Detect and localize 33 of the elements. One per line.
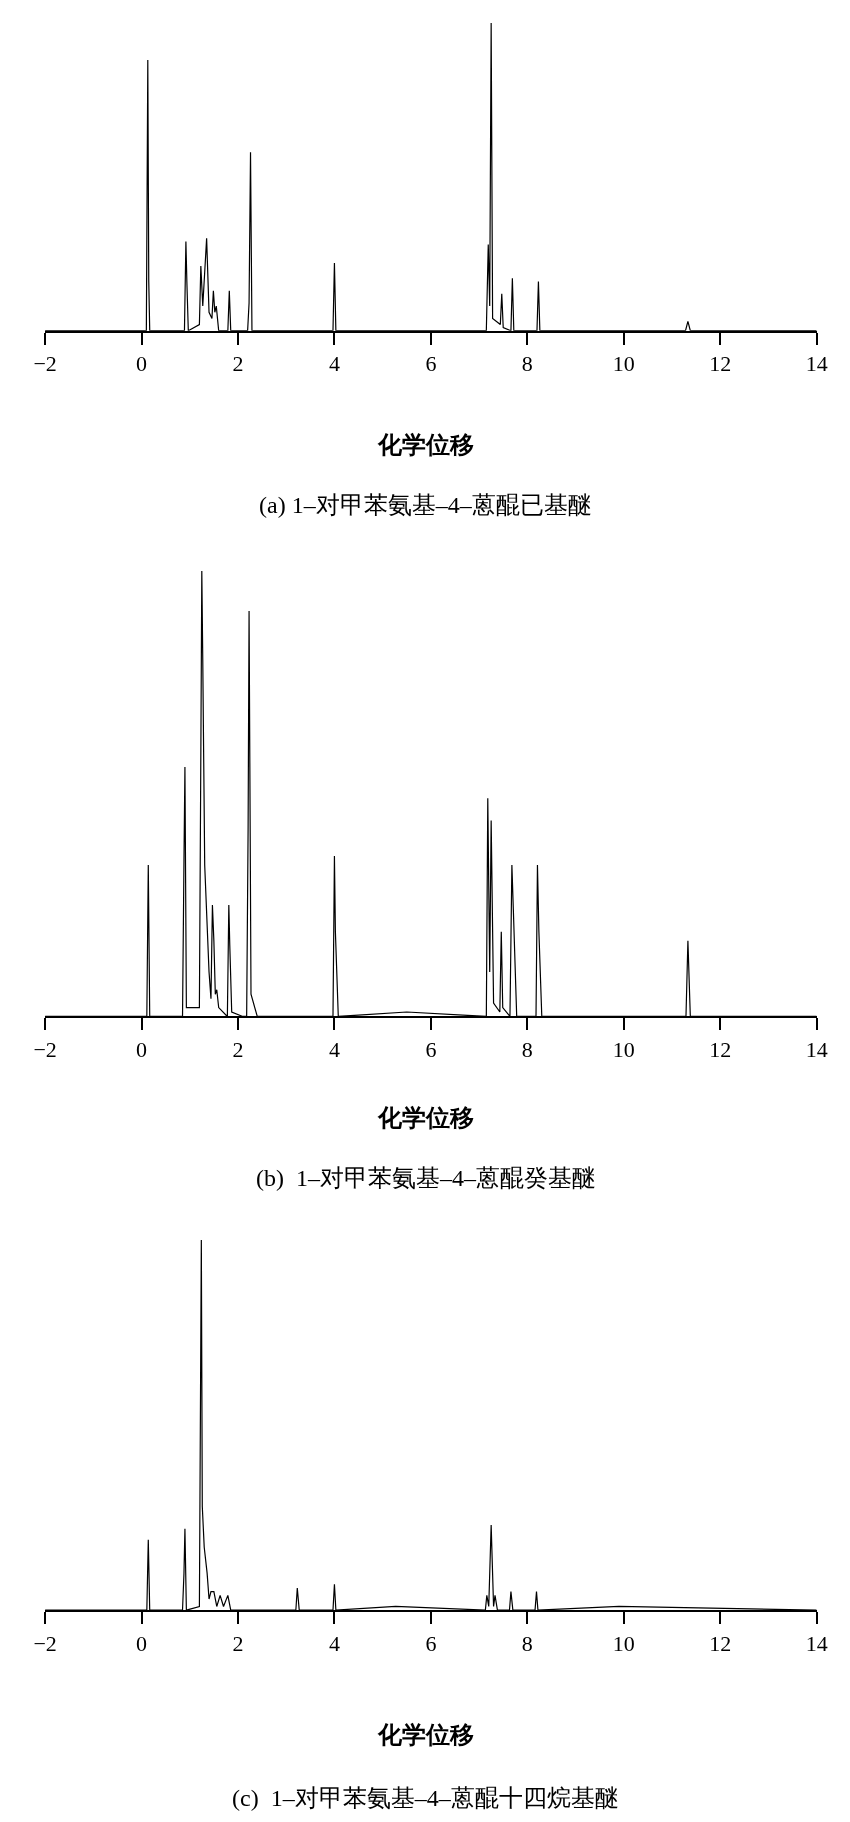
x-tick-label: 6 xyxy=(425,1630,437,1656)
x-tick-label: 14 xyxy=(805,351,828,377)
x-tick-label: 6 xyxy=(425,351,437,377)
x-axis-title: 化学位移 xyxy=(377,1105,474,1131)
x-tick-label: 8 xyxy=(521,1630,533,1656)
x-tick-label: 12 xyxy=(709,351,732,377)
x-tick-label: 6 xyxy=(425,1036,437,1062)
x-axis-title: 化学位移 xyxy=(377,432,474,458)
x-tick-label: 0 xyxy=(136,1630,148,1656)
x-tick-label: 4 xyxy=(328,1630,340,1656)
x-tick-label: 10 xyxy=(612,1036,635,1062)
x-axis-title: 化学位移 xyxy=(377,1722,474,1748)
text: (a) 1–对甲苯氨基–4–蒽醌已基醚 xyxy=(259,492,592,518)
x-tick-label: 14 xyxy=(805,1036,828,1062)
x-tick-label: 2 xyxy=(232,351,244,377)
x-tick-label: 2 xyxy=(232,1036,244,1062)
x-tick-label: 4 xyxy=(328,351,340,377)
x-tick-label: 8 xyxy=(521,351,533,377)
x-tick-label: −2 xyxy=(33,1630,57,1656)
x-tick-label: 0 xyxy=(136,351,148,377)
text: (b) 1–对甲苯氨基–4–蒽醌癸基醚 xyxy=(256,1165,596,1191)
x-tick-label: 4 xyxy=(328,1036,340,1062)
x-tick-label: 2 xyxy=(232,1630,244,1656)
x-tick-label: 14 xyxy=(805,1630,828,1656)
text: (c) 1–对甲苯氨基–4–蒽醌十四烷基醚 xyxy=(232,1785,619,1811)
x-tick-label: 8 xyxy=(521,1036,533,1062)
x-tick-label: 10 xyxy=(612,351,635,377)
x-tick-label: 0 xyxy=(136,1036,148,1062)
x-tick-label: 10 xyxy=(612,1630,635,1656)
x-tick-label: −2 xyxy=(33,1036,57,1062)
x-tick-label: −2 xyxy=(33,351,57,377)
x-tick-label: 12 xyxy=(709,1036,732,1062)
x-tick-label: 12 xyxy=(709,1630,732,1656)
